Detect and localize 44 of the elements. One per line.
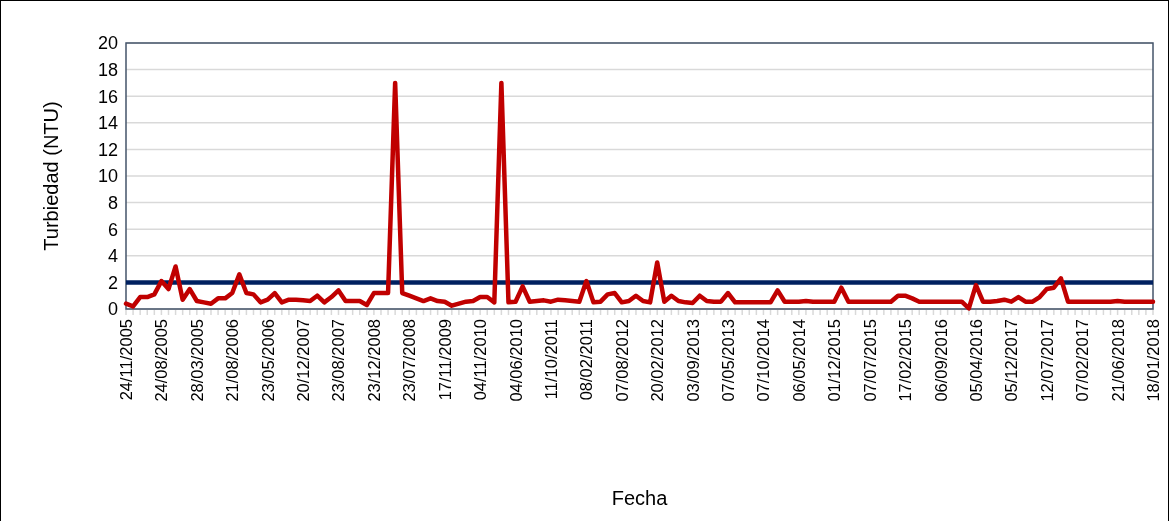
y-tick-label: 20 (97, 33, 118, 54)
y-axis-title: Turbiedad (NTU) (40, 101, 62, 251)
x-tick-label: 17/11/2009 (435, 319, 454, 401)
y-tick-label: 18 (97, 59, 118, 80)
x-tick-label: 24/11/2005 (117, 319, 135, 401)
y-tick-label: 6 (107, 219, 118, 240)
y-tick-label: 10 (97, 166, 118, 187)
x-tick-label: 28/03/2005 (187, 319, 206, 402)
x-tick-label: 17/02/2015 (896, 319, 915, 402)
x-tick-label: 20/12/2007 (294, 319, 313, 402)
x-tick-label: 06/09/2016 (931, 319, 950, 402)
x-tick-label: 07/05/2013 (719, 319, 738, 402)
x-tick-label: 03/09/2013 (683, 319, 702, 402)
x-tick-label: 23/12/2008 (364, 319, 383, 402)
x-axis-title: Fecha (611, 487, 669, 509)
x-tick-label: 07/02/2017 (1073, 319, 1092, 402)
x-tick-label: 12/07/2017 (1037, 319, 1056, 402)
x-tick-label: 05/04/2016 (966, 319, 985, 402)
line-series (123, 80, 1156, 311)
x-tick-label: 23/08/2007 (329, 319, 348, 402)
x-tick-label: 07/08/2012 (612, 319, 631, 402)
y-tick-label: 0 (107, 299, 118, 320)
x-tick-label: 05/12/2017 (1002, 319, 1021, 402)
y-tick-label: 8 (107, 192, 118, 213)
x-tick-label: 01/12/2015 (825, 319, 844, 402)
x-tick-label: 08/02/2011 (577, 319, 596, 401)
x-tick-label: 23/07/2008 (400, 319, 419, 402)
x-tick-label: 23/05/2006 (258, 319, 277, 402)
x-tick-label: 07/10/2014 (754, 319, 773, 402)
x-tick-label: 24/08/2005 (152, 319, 171, 402)
y-tick-label: 4 (107, 246, 118, 267)
x-tick-label: 21/08/2006 (223, 319, 242, 402)
x-tick-label: 04/11/2010 (471, 319, 490, 401)
x-tick-label: 20/02/2012 (648, 319, 667, 402)
y-tick-label: 16 (97, 86, 118, 107)
y-tick-label: 12 (97, 139, 118, 160)
y-tick-label: 14 (97, 113, 118, 134)
y-tick-label: 2 (107, 272, 118, 293)
x-tick-label: 06/05/2014 (789, 319, 808, 402)
x-tick-label: 11/10/2011 (541, 319, 560, 400)
x-tick-label: 04/06/2010 (506, 319, 525, 402)
x-tick-label: 21/06/2018 (1108, 319, 1127, 402)
x-tick-label: 07/07/2015 (860, 319, 879, 402)
x-tick-label: 18/01/2018 (1144, 319, 1162, 402)
